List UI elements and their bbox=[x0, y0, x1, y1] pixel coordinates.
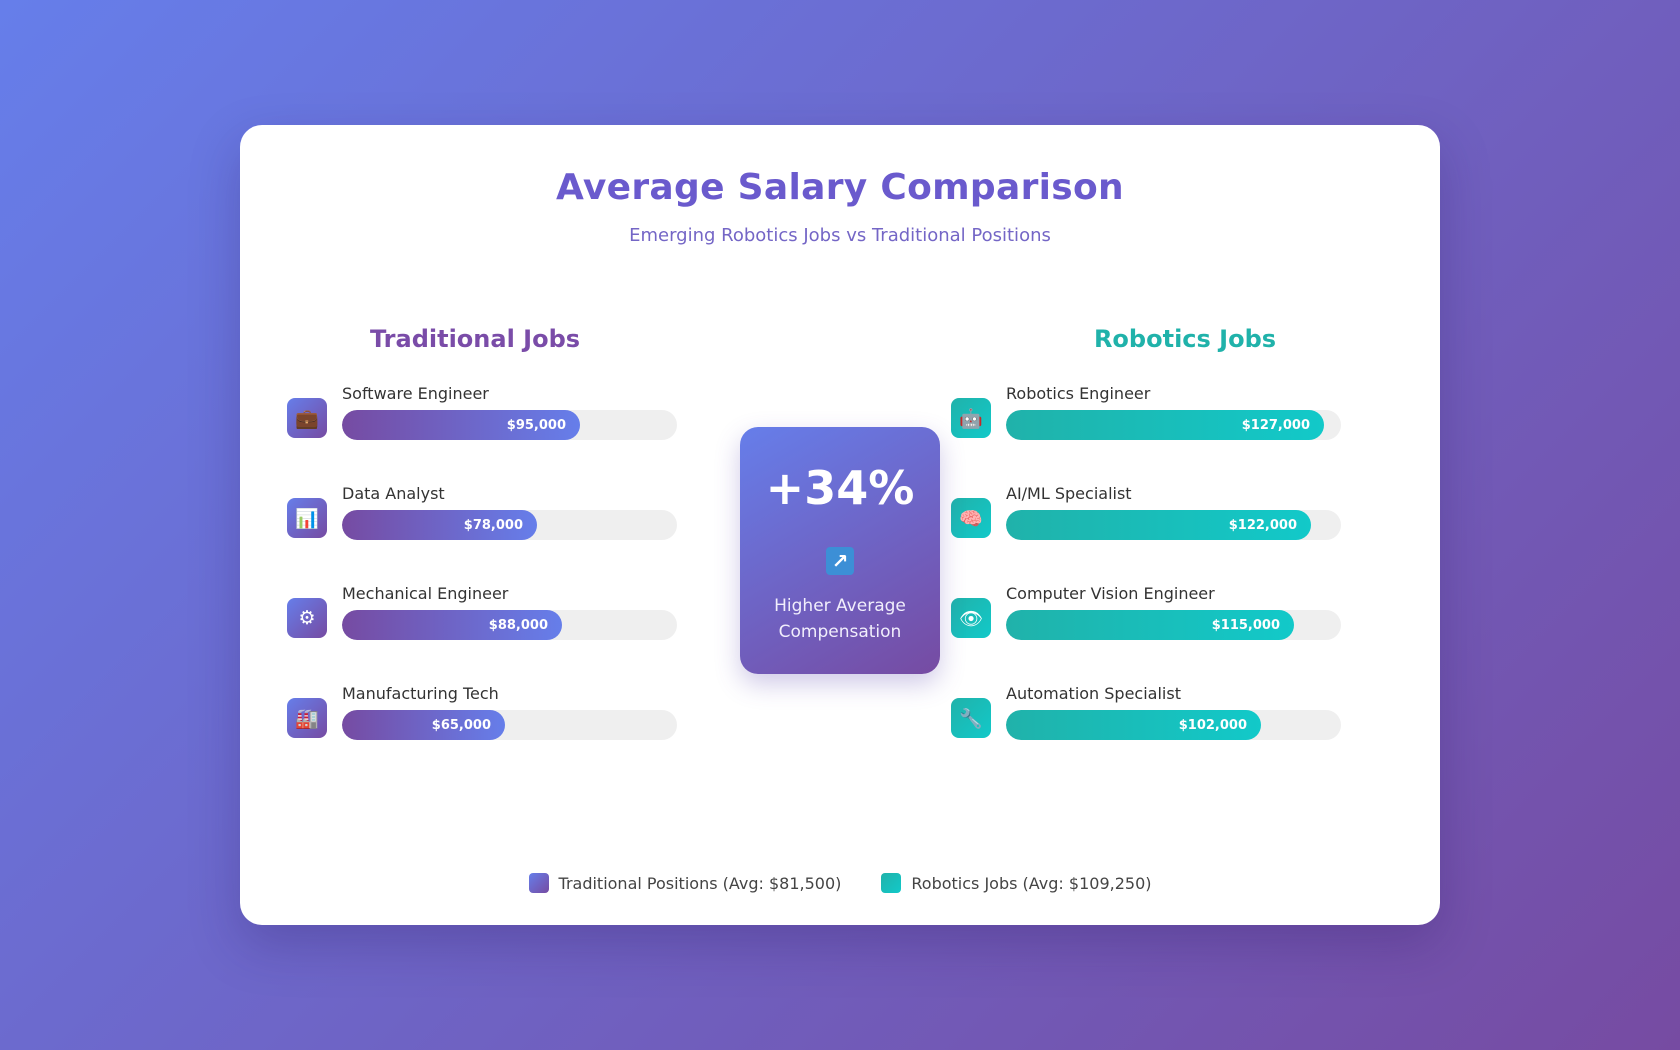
bar-track: $122,000 bbox=[1006, 510, 1341, 540]
bar-traditional-0: $95,000 bbox=[342, 410, 580, 440]
bar-label: Manufacturing Tech bbox=[342, 684, 499, 703]
robotics-jobs-heading: Robotics Jobs bbox=[1093, 325, 1277, 353]
chart-subtitle: Emerging Robotics Jobs vs Traditional Po… bbox=[629, 225, 1051, 246]
bar-label: Mechanical Engineer bbox=[342, 584, 509, 603]
legend-swatch-robotics bbox=[881, 873, 902, 893]
legend-label-traditional: Traditional Positions (Avg: $81,500) bbox=[558, 873, 842, 893]
salary-comparison-card: Average Salary Comparison Emerging Robot… bbox=[240, 125, 1440, 925]
traditional-jobs-heading: Traditional Jobs bbox=[369, 325, 581, 353]
highlight-label: Higher Average Compensation bbox=[774, 596, 906, 642]
bar-label: AI/ML Specialist bbox=[1006, 484, 1132, 503]
robot-icon: 🤖 bbox=[951, 398, 991, 438]
legend: Traditional Positions (Avg: $81,500) Rob… bbox=[240, 873, 1440, 893]
bar-chart-icon: 📊 bbox=[287, 498, 327, 538]
bar-robotics-0: $127,000 bbox=[1006, 410, 1324, 440]
bar-value-label: $102,000 bbox=[1178, 717, 1247, 733]
bar-value-label: $115,000 bbox=[1211, 617, 1280, 633]
bar-value-label: $127,000 bbox=[1241, 417, 1310, 433]
wrench-icon: 🔧 bbox=[951, 698, 991, 738]
bar-value-label: $65,000 bbox=[431, 717, 491, 733]
legend-item-traditional: Traditional Positions (Avg: $81,500) bbox=[528, 873, 842, 893]
legend-label-robotics: Robotics Jobs (Avg: $109,250) bbox=[911, 873, 1152, 893]
gear-icon: ⚙ bbox=[287, 598, 327, 638]
bar-label: Data Analyst bbox=[342, 484, 445, 503]
arrow-up-right-icon: ↗ bbox=[826, 547, 854, 575]
briefcase-icon: 💼 bbox=[287, 398, 327, 438]
eye-icon: 👁 bbox=[951, 598, 991, 638]
legend-swatch-traditional bbox=[528, 873, 549, 893]
bar-label: Automation Specialist bbox=[1006, 684, 1181, 703]
bar-robotics-1: $122,000 bbox=[1006, 510, 1311, 540]
bar-robotics-3: $102,000 bbox=[1006, 710, 1261, 740]
highlight-percentage: +34% bbox=[765, 461, 915, 515]
bar-traditional-3: $65,000 bbox=[342, 710, 505, 740]
factory-icon: 🏭 bbox=[287, 698, 327, 738]
chart-title: Average Salary Comparison bbox=[556, 167, 1124, 208]
bar-label: Software Engineer bbox=[342, 384, 489, 403]
bar-value-label: $95,000 bbox=[506, 417, 566, 433]
bar-track: $65,000 bbox=[342, 710, 677, 740]
bar-value-label: $88,000 bbox=[488, 617, 548, 633]
bar-robotics-2: $115,000 bbox=[1006, 610, 1294, 640]
bar-track: $78,000 bbox=[342, 510, 677, 540]
bar-traditional-1: $78,000 bbox=[342, 510, 537, 540]
bar-label: Computer Vision Engineer bbox=[1006, 584, 1215, 603]
bar-label: Robotics Engineer bbox=[1006, 384, 1151, 403]
bar-track: $115,000 bbox=[1006, 610, 1341, 640]
bar-track: $127,000 bbox=[1006, 410, 1341, 440]
legend-item-robotics: Robotics Jobs (Avg: $109,250) bbox=[881, 873, 1151, 893]
bar-value-label: $78,000 bbox=[463, 517, 523, 533]
bar-track: $88,000 bbox=[342, 610, 677, 640]
bar-track: $102,000 bbox=[1006, 710, 1341, 740]
bar-track: $95,000 bbox=[342, 410, 677, 440]
bar-traditional-2: $88,000 bbox=[342, 610, 562, 640]
brain-icon: 🧠 bbox=[951, 498, 991, 538]
bar-value-label: $122,000 bbox=[1228, 517, 1297, 533]
compensation-highlight-card: +34% ↗ Higher Average Compensation bbox=[740, 427, 940, 674]
